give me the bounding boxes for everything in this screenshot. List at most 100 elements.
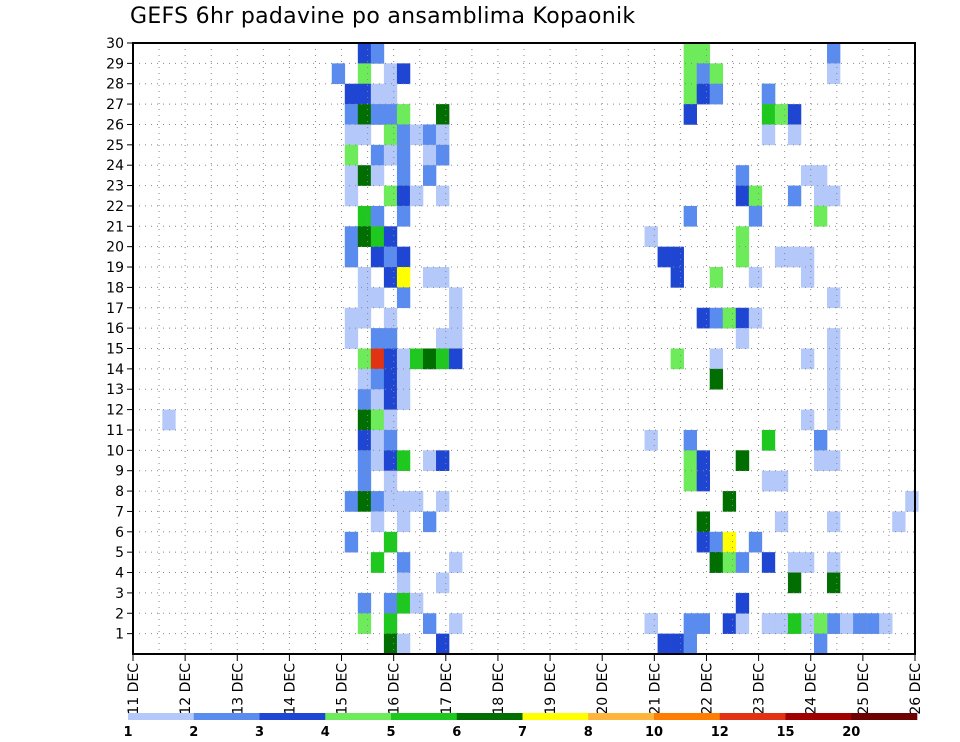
y-tick-label: 16 [106,321,124,337]
y-tick-label: 19 [106,260,124,276]
heatmap-cell [357,470,372,492]
heatmap-cell [748,267,763,288]
heatmap-cell [422,124,437,146]
heatmap-cell [344,185,359,207]
heatmap-cell [735,450,750,471]
heatmap-cell [827,368,841,390]
heatmap-cell [383,613,398,634]
heatmap-cell [761,613,776,634]
heatmap-cell [670,246,684,268]
y-tick-label: 10 [106,443,124,459]
legend-label: 4 [321,725,330,740]
y-tick-label: 23 [106,179,124,195]
heatmap-cell [709,368,724,390]
y-tick-label: 15 [106,342,124,358]
y-tick-label: 21 [106,219,124,235]
heatmap-cell [683,450,697,471]
heatmap-cell [357,429,372,451]
heatmap-cell [827,328,841,349]
legend-label: 2 [189,725,198,740]
heatmap-cell [357,409,372,431]
legend-swatch [128,713,195,720]
heatmap-cell [383,144,398,166]
y-tick-label: 26 [106,117,124,133]
legend-swatch [851,713,918,720]
heatmap-cell [396,246,411,268]
heatmap-cell [748,307,763,329]
heatmap-cell [696,307,711,329]
heatmap-cell [422,348,437,370]
heatmap-cell [683,613,697,634]
y-tick-label: 18 [106,280,124,296]
heatmap-cell [344,144,359,166]
heatmap-cell [436,633,450,655]
y-tick-label: 22 [106,199,124,215]
heatmap-cell [436,144,450,166]
heatmap-cell [827,287,841,309]
x-tick-label: 13 DEC [230,663,246,715]
heatmap-cell [383,633,398,655]
y-tick-label: 2 [115,606,124,622]
heatmap-cell [827,511,841,533]
heatmap-cell [370,287,385,309]
legend-swatch [193,713,260,720]
heatmap-cell [735,552,750,573]
heatmap-cell [813,185,828,207]
y-tick-label: 30 [106,36,124,52]
heatmap-cell [383,409,398,431]
heatmap-cell [827,43,841,64]
heatmap-cell [683,104,697,125]
heatmap-cell [422,165,437,186]
heatmap-cell [748,185,763,207]
x-tick-label: 17 DEC [439,663,455,715]
heatmap-cell [709,552,724,573]
heatmap-cell [357,83,372,105]
heatmap-cell [357,368,372,390]
x-axis: 11 DEC 12 DEC 13 DEC 14 DEC 15 DEC 16 DEC 17 D… [126,654,924,715]
heatmap-cell [370,226,385,247]
heatmap-cell [813,165,828,186]
heatmap-cell [162,409,176,431]
heatmap-cell [722,531,737,553]
x-tick-label: 21 DEC [647,663,663,715]
heatmap-cell [357,307,372,329]
heatmap-cell [436,267,450,288]
heatmap-cell [735,226,750,247]
heatmap-cell [813,450,828,471]
x-tick-label: 20 DEC [595,663,611,715]
legend-swatch [456,713,523,720]
heatmap-cell [722,552,737,573]
heatmap-cell [357,63,372,85]
heatmap-cell [383,491,398,512]
heatmap-cell [827,552,841,573]
y-tick-label: 5 [115,545,124,561]
heatmap-cell [827,348,841,370]
heatmap-cell [422,511,437,533]
heatmap-cell [722,491,737,512]
heatmap-cell [670,633,684,655]
heatmap-cell [370,246,385,268]
legend-label: 10 [645,725,663,740]
heatmap-cell [761,552,776,573]
legend-swatch [391,713,458,720]
heatmap-cell [422,613,437,634]
heatmap-cell [396,287,411,309]
heatmap-cell [787,613,802,634]
heatmap-cell [409,185,424,207]
heatmap-cell [436,124,450,146]
heatmap-cell [761,124,776,146]
legend-swatch [522,713,589,720]
heatmap-cell [344,246,359,268]
heatmap-cell [370,165,385,186]
heatmap-cell [709,348,724,370]
heatmap-cell [383,124,398,146]
heatmap-cell [436,348,450,370]
heatmap-cell [827,613,841,634]
x-tick-label: 24 DEC [804,663,820,715]
heatmap-cell [436,328,450,349]
heatmap-cell [357,104,372,125]
heatmap-cell [383,267,398,288]
legend-swatch [325,713,392,720]
heatmap-cell [409,592,424,614]
heatmap-cell [827,63,841,85]
